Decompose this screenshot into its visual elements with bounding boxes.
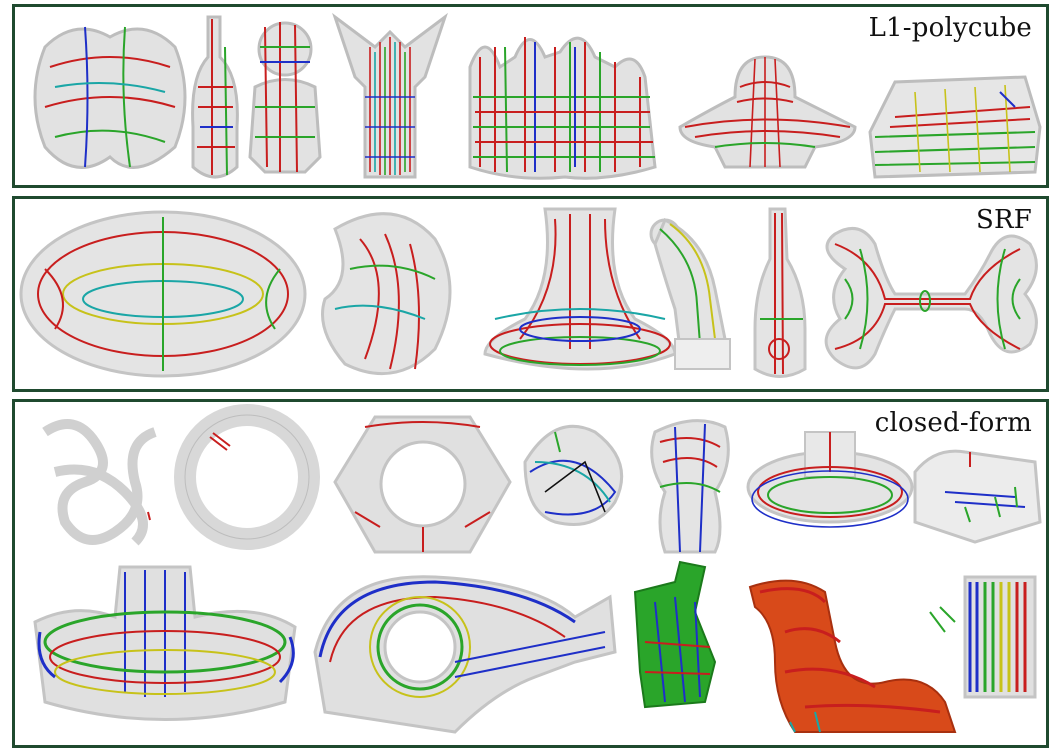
model-angel: [332, 12, 448, 179]
model-pipe: [649, 217, 731, 370]
model-housing: [33, 565, 297, 721]
panel-closed-form: closed-form: [12, 399, 1049, 748]
model-figures: [468, 36, 657, 180]
model-dragon: [748, 579, 957, 733]
srf-models: [19, 207, 1038, 378]
model-box: [868, 75, 1042, 179]
model-blob: [33, 26, 187, 169]
model-pedestal: [483, 207, 677, 371]
model-bottle: [191, 15, 239, 179]
model-flange: [746, 431, 914, 528]
panel-label: closed-form: [874, 408, 1032, 438]
model-vase: [650, 419, 730, 554]
model-block: [913, 449, 1042, 544]
panel-label: SRF: [975, 205, 1032, 235]
model-knot: [42, 419, 157, 546]
model-hexagon: [333, 415, 512, 554]
l1-polycube-models: [33, 12, 1042, 180]
model-pegasus: [633, 560, 717, 709]
model-cut-sphere: [321, 212, 452, 376]
model-torus: [174, 404, 320, 550]
model-column: [963, 575, 1037, 699]
closed-form-models: [33, 404, 1042, 734]
model-crank: [313, 575, 617, 734]
panel-srf: SRF: [12, 196, 1049, 392]
panel-label: L1-polycube: [868, 13, 1032, 43]
model-twisted: [523, 424, 624, 526]
model-bust: [248, 21, 322, 174]
model-bottle-srf: [753, 207, 807, 378]
model-bone: [824, 226, 1038, 370]
model-ellipsoid: [19, 210, 307, 378]
panel-l1-polycube: L1-polycube: [12, 4, 1049, 188]
model-dome: [678, 55, 857, 169]
